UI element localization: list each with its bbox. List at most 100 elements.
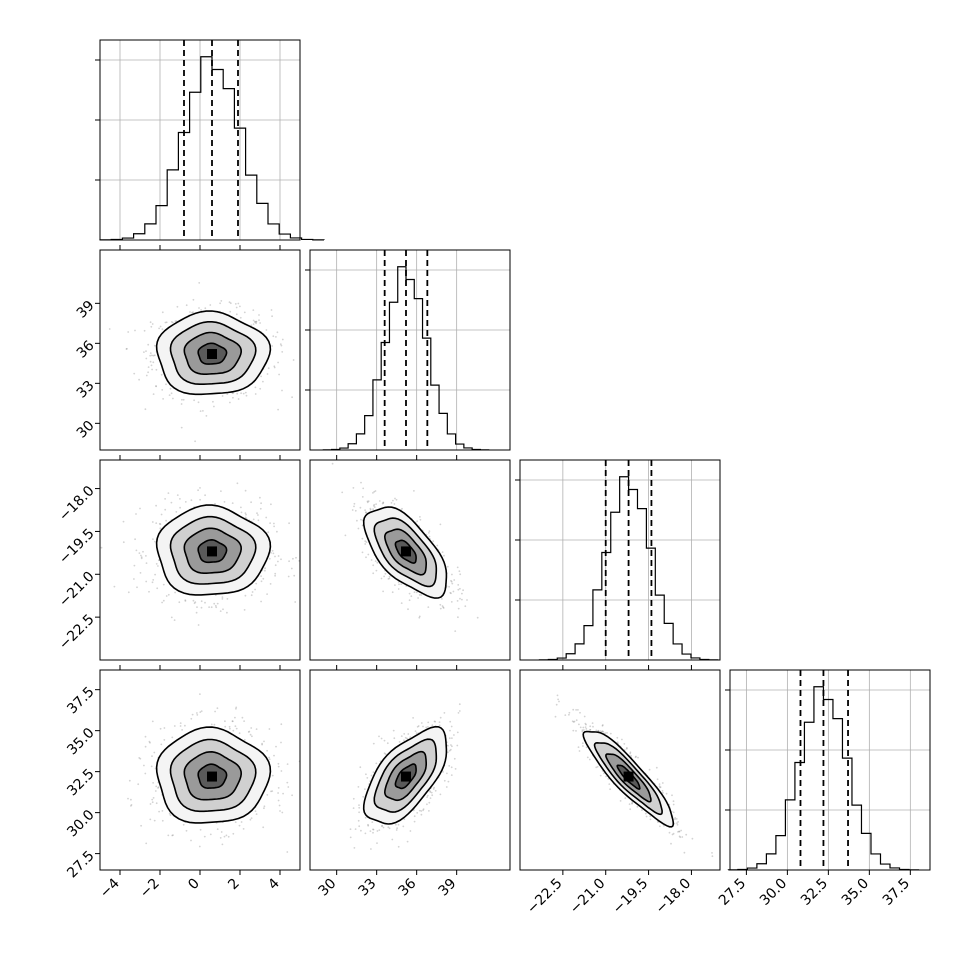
scatter-point [158,522,161,525]
scatter-point [149,360,152,363]
scatter-point [167,834,170,837]
scatter-point [420,722,423,724]
scatter-point [445,786,448,788]
scatter-point [153,354,156,357]
scatter-point [249,733,252,736]
scatter-point [600,730,603,733]
scatter-point [165,321,168,324]
scatter-point [271,774,274,777]
scatter-point [381,824,383,827]
scatter-point [429,790,431,792]
scatter-point [601,730,604,733]
scatter-point [428,810,430,812]
scatter-point [257,519,260,522]
scatter-point [150,765,153,768]
scatter-point [235,727,238,730]
panel-content-1-0 [108,282,295,443]
scatter-point [255,322,257,325]
scatter-point [571,720,574,723]
contour-0 [155,310,272,396]
scatter-panel-3-2 [519,669,721,871]
scatter-point [263,805,266,808]
scatter-point [228,301,231,304]
scatter-point [453,757,456,760]
scatter-point [404,736,407,739]
scatter-point [274,572,277,575]
scatter-point [256,512,258,515]
scatter-point [138,552,141,554]
scatter-point [383,752,386,755]
scatter-point [439,603,442,606]
scatter-panel-2-0 [99,459,301,661]
scatter-point [407,608,409,611]
panel-content-3-1 [349,703,461,850]
scatter-point [400,602,403,604]
scatter-point [199,487,201,489]
scatter-point [386,742,389,745]
scatter-point [450,592,452,595]
scatter-point [170,616,173,619]
scatter-point [442,606,445,609]
scatter-point [171,736,174,739]
scatter-point [271,345,273,347]
scatter-point [288,560,290,563]
scatter-point [358,806,361,809]
scatter-point [420,810,423,812]
scatter-point [607,778,610,780]
histogram-panel-3 [725,669,931,871]
scatter-point [629,752,632,755]
scatter-point [387,826,390,829]
scatter-point [388,827,391,830]
scatter-point [162,398,165,400]
scatter-point [372,492,374,494]
scatter-point [449,748,452,751]
scatter-point [281,338,284,341]
scatter-point [155,522,158,524]
scatter-point [366,501,369,504]
contour-3 [394,763,417,790]
scatter-point [163,727,166,729]
scatter-point [204,601,206,604]
scatter-point [155,785,158,788]
scatter-point [443,554,445,557]
scatter-point [158,327,161,330]
scatter-point [395,829,398,831]
scatter-point [262,380,264,383]
scatter-point [341,491,344,494]
scatter-point [384,572,387,575]
scatter-point [147,343,150,346]
scatter-point [242,392,245,395]
contour-0 [155,504,272,596]
scatter-point [426,796,428,798]
scatter-point [160,373,163,376]
scatter-point [227,835,230,838]
scatter-point [623,743,626,745]
contour-3 [197,763,228,790]
scatter-point [418,615,421,618]
scatter-point [184,501,187,503]
scatter-point [151,720,154,723]
scatter-point [160,743,163,746]
scatter-point [139,757,142,760]
density-peak [401,546,411,557]
scatter-point [408,599,411,602]
scatter-point [366,777,369,779]
scatter-point [656,821,659,823]
scatter-point [367,823,369,826]
scatter-point [436,544,439,547]
scatter-point [413,490,415,492]
scatter-point [645,815,648,818]
scatter-point [225,834,228,837]
scatter-point [200,606,203,609]
scatter-point [144,735,147,738]
scatter-point [372,828,375,831]
scatter-point [387,578,390,580]
scatter-point [365,541,368,543]
scatter-point [451,573,453,576]
scatter-point [254,393,257,395]
scatter-point [628,803,631,806]
density-peak [401,771,411,782]
scatter-point [226,598,229,600]
scatter-point [280,558,282,561]
scatter-point [279,810,281,812]
